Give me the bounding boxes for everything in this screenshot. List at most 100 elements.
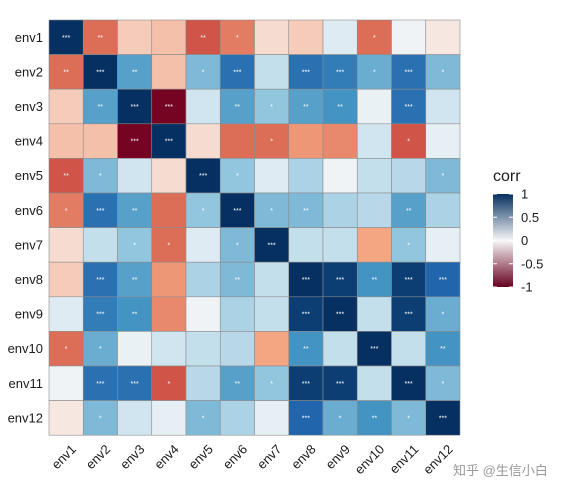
heatmap-cell-env5-env2 (82, 158, 118, 194)
significance-label-env10-env10: *** (370, 346, 378, 353)
significance-label-env3-env2: ** (98, 104, 104, 111)
heatmap-cell-env7-env1 (48, 227, 84, 263)
legend-title: corr (493, 168, 521, 185)
significance-label-env6-env5: * (202, 208, 205, 215)
significance-label-env11-env6: ** (235, 381, 241, 388)
significance-label-env2-env8: *** (302, 69, 310, 76)
heatmap-cell-env10-env3 (117, 331, 153, 367)
significance-label-env5-env6: * (236, 173, 239, 180)
heatmap-cell-env8-env4 (151, 261, 187, 298)
significance-label-env6-env7: * (270, 208, 273, 215)
row-label-env8: env8 (15, 272, 43, 287)
significance-label-env5-env2: * (99, 173, 102, 180)
heatmap-cell-env9-env7 (254, 296, 290, 332)
column-label-env3: env3 (117, 441, 148, 472)
column-label-env8: env8 (288, 441, 319, 472)
significance-label-env3-env4: *** (165, 104, 173, 111)
significance-label-env7-env6: * (236, 242, 239, 249)
significance-label-env10-env8: ** (303, 346, 309, 353)
heatmap-cell-env7-env9 (322, 227, 358, 263)
heatmap-cell-env12-env12 (425, 400, 461, 436)
significance-label-env12-env2: * (99, 415, 102, 422)
significance-label-env9-env9: *** (336, 312, 344, 319)
heatmap-cell-env11-env6 (219, 365, 255, 401)
heatmap-cell-env1-env8 (288, 19, 324, 55)
heatmap-cell-env2-env6 (219, 54, 255, 90)
heatmap-cell-env10-env12 (425, 331, 461, 367)
heatmap-cell-env9-env10 (356, 296, 392, 332)
significance-label-env6-env8: ** (303, 208, 309, 215)
heatmap-cell-env11-env3 (117, 365, 153, 401)
legend-tick-label-1: 1 (521, 187, 528, 202)
significance-label-env2-env5: * (202, 69, 205, 76)
row-label-env10: env10 (8, 341, 43, 356)
heatmap-cell-env12-env3 (117, 400, 153, 436)
significance-label-env8-env11: *** (405, 277, 413, 284)
column-label-env5: env5 (185, 441, 216, 472)
heatmap-cell-env4-env5 (185, 123, 221, 159)
heatmap-cell-env12-env8 (288, 400, 324, 436)
heatmap-cell-env2-env4 (151, 54, 187, 90)
row-label-env11: env11 (9, 376, 43, 391)
heatmap-cell-env10-env9 (322, 331, 358, 367)
heatmap-cell-env11-env10 (356, 365, 392, 401)
column-label-env9: env9 (322, 441, 353, 472)
significance-label-env11-env7: * (270, 381, 273, 388)
significance-label-env7-env7: *** (268, 242, 276, 249)
heatmap-cell-env6-env8 (288, 192, 324, 228)
heatmap-cell-env11-env1 (48, 365, 84, 401)
heatmap-cell-env4-env9 (322, 123, 358, 159)
significance-label-env8-env3: ** (132, 277, 138, 284)
heatmap-cell-env3-env2 (82, 88, 118, 125)
row-label-env12: env12 (8, 410, 43, 425)
significance-label-env12-env9: * (339, 415, 342, 422)
column-label-env6: env6 (220, 441, 251, 472)
row-label-env5: env5 (15, 168, 43, 183)
heatmap-cell-env3-env4 (151, 88, 187, 125)
heatmap-cell-env5-env9 (322, 158, 358, 194)
significance-label-env7-env4: * (168, 242, 171, 249)
watermark-text: 知乎 @生信小白 (453, 463, 548, 478)
significance-label-env3-env7: * (270, 104, 273, 111)
heatmap-cell-env12-env11 (391, 400, 427, 436)
significance-label-env6-env3: ** (132, 208, 138, 215)
column-label-env1: env1 (48, 441, 79, 472)
significance-label-env11-env4: * (168, 381, 171, 388)
heatmap-cell-env10-env5 (185, 331, 221, 367)
heatmap-cell-env12-env6 (219, 400, 255, 436)
significance-label-env8-env12: *** (439, 277, 447, 284)
heatmap-cell-env2-env3 (117, 54, 153, 90)
heatmap-cell-env7-env12 (425, 227, 461, 263)
row-label-env7: env7 (15, 237, 43, 252)
heatmap-cell-env3-env8 (288, 88, 324, 125)
significance-label-env11-env2: *** (96, 381, 104, 388)
significance-label-env12-env5: * (202, 415, 205, 422)
significance-label-env11-env9: *** (336, 381, 344, 388)
heatmap-cell-env10-env4 (151, 331, 187, 367)
heatmap-cell-env3-env1 (48, 88, 84, 125)
significance-label-env1-env2: ** (98, 35, 104, 42)
heatmap-cell-env1-env2 (82, 19, 118, 55)
heatmap-cell-env6-env11 (391, 192, 427, 228)
significance-label-env11-env3: *** (131, 381, 139, 388)
significance-label-env1-env1: *** (62, 35, 70, 42)
significance-label-env11-env8: *** (302, 381, 310, 388)
significance-label-env3-env8: ** (303, 104, 309, 111)
heatmap-cell-env3-env7 (254, 88, 290, 125)
legend-tick-label-0.5: 0.5 (521, 210, 539, 225)
significance-label-env8-env8: *** (302, 277, 310, 284)
significance-label-env4-env3: *** (131, 139, 139, 146)
significance-label-env6-env1: * (65, 208, 68, 215)
column-label-env4: env4 (151, 441, 182, 472)
column-label-env2: env2 (83, 441, 114, 472)
significance-label-env6-env11: ** (406, 208, 412, 215)
heatmap-cell-env11-env7 (254, 365, 290, 401)
heatmap-cell-env5-env3 (117, 158, 153, 194)
heatmap-cell-env10-env6 (219, 331, 255, 367)
significance-label-env8-env9: *** (336, 277, 344, 284)
heatmap-cell-env8-env1 (48, 261, 84, 298)
legend: corr 1 0.5 0 -0.5 -1 (493, 168, 543, 295)
heatmap-cell-env8-env7 (254, 261, 290, 298)
column-label-env11: env11 (387, 441, 422, 476)
legend-colorbar (493, 194, 513, 287)
